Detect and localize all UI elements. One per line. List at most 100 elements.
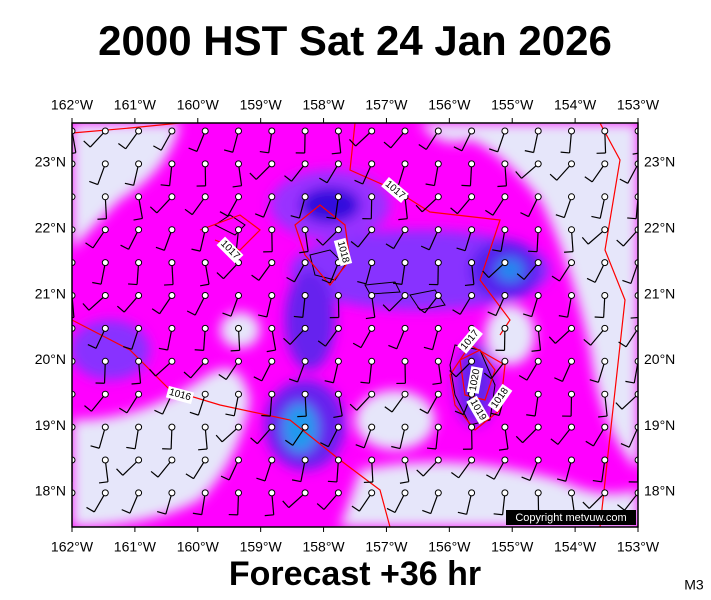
barb-station (368, 259, 376, 267)
barb-flag (555, 214, 565, 219)
barb-station (501, 259, 509, 267)
barb-shaft (521, 163, 539, 179)
barb-station (135, 423, 143, 431)
barb-flag (554, 377, 563, 382)
barb-shaft (103, 361, 106, 384)
barb-shaft (334, 196, 339, 219)
barb-flag (399, 481, 409, 484)
barb-flag (157, 510, 167, 515)
barb-flag (284, 175, 292, 182)
barb-shaft (255, 163, 273, 180)
barb-flag (184, 208, 193, 216)
barb-shaft (163, 229, 173, 251)
barb-shaft (534, 394, 539, 417)
barb-shaft (128, 229, 140, 250)
barb-flag (183, 371, 192, 379)
barb-shaft (191, 196, 206, 215)
barb-flag (426, 447, 437, 450)
barb-station (534, 226, 542, 234)
barb-flag (515, 171, 523, 179)
barb-flag (617, 504, 625, 511)
barb-station (268, 127, 276, 135)
barb-station (201, 456, 209, 464)
barb-shaft (323, 492, 339, 510)
barb-station (401, 324, 409, 332)
barb-station (235, 357, 242, 365)
barb-station (468, 357, 476, 365)
lon-label-top: 159°W (240, 97, 283, 113)
barb-flag (87, 343, 97, 349)
barb-flag (349, 403, 358, 411)
barb-flag (188, 147, 198, 152)
contour-label-group: 1020 (466, 366, 484, 394)
copyright-box (506, 510, 636, 525)
barb-shaft (160, 130, 173, 151)
barb-shaft (304, 229, 309, 252)
barb-shaft (293, 262, 306, 283)
lon-label-bottom: 153°W (617, 539, 660, 555)
barb-station (334, 390, 342, 398)
barb-shaft (169, 163, 173, 186)
barb-station (235, 489, 242, 497)
barb-station (235, 193, 242, 201)
barb-station (468, 193, 476, 201)
barb-flag (286, 276, 295, 283)
barb-station (568, 292, 575, 299)
barb-station (301, 226, 309, 234)
barb-shaft (355, 130, 373, 147)
barb-flag (85, 242, 94, 249)
barb-shaft (604, 394, 608, 417)
barb-flag (160, 184, 170, 187)
barb-shaft (223, 262, 239, 280)
barb-flag (453, 146, 463, 152)
barb-station (268, 357, 276, 365)
barb-flag (425, 183, 435, 187)
barb-shaft (371, 459, 374, 483)
barb-station (401, 489, 409, 497)
contour-label-group: 1016 (165, 385, 195, 405)
barb-station (468, 259, 476, 267)
barb-flag (331, 152, 341, 155)
barb-station (101, 259, 109, 267)
title: 2000 HST Sat 24 Jan 2026 (98, 17, 612, 64)
contour-label-bg (466, 366, 484, 394)
barb-flag (632, 152, 638, 155)
barb-flag (223, 149, 233, 153)
barb-shaft (363, 426, 373, 448)
barb-flag (316, 503, 325, 510)
barb-shaft (90, 393, 106, 412)
barb-station (434, 423, 442, 431)
contour-label-bg (333, 237, 353, 267)
barb-flag (564, 251, 574, 253)
barb-flag (591, 215, 601, 219)
map-field (72, 123, 638, 527)
barb-station (434, 390, 442, 398)
barb-station (601, 259, 609, 267)
barb-flag (518, 375, 528, 381)
barb-shaft (159, 295, 173, 315)
barb-shaft (556, 163, 572, 181)
barb-shaft (394, 492, 406, 513)
barb-station (201, 193, 209, 201)
barb-station (101, 292, 109, 299)
barb-station (168, 489, 176, 497)
barb-flag (218, 374, 227, 381)
barb-flag (592, 479, 602, 483)
barb-flag (351, 505, 360, 512)
barb-station (235, 390, 242, 398)
barb-station (301, 292, 309, 299)
barb-flag (90, 445, 100, 449)
barb-shaft (391, 393, 406, 413)
barb-shaft (435, 427, 439, 450)
barb-station (568, 390, 575, 398)
barb-station (601, 292, 609, 299)
barb-flag (497, 185, 507, 188)
barb-shaft (93, 492, 106, 513)
barb-shaft (72, 328, 73, 330)
barb-flag (266, 349, 276, 353)
barb-flag (189, 411, 199, 416)
barb-flag (149, 206, 158, 214)
barb-shaft (336, 459, 339, 482)
barb-flag (416, 469, 424, 477)
barb-shaft (588, 492, 606, 509)
